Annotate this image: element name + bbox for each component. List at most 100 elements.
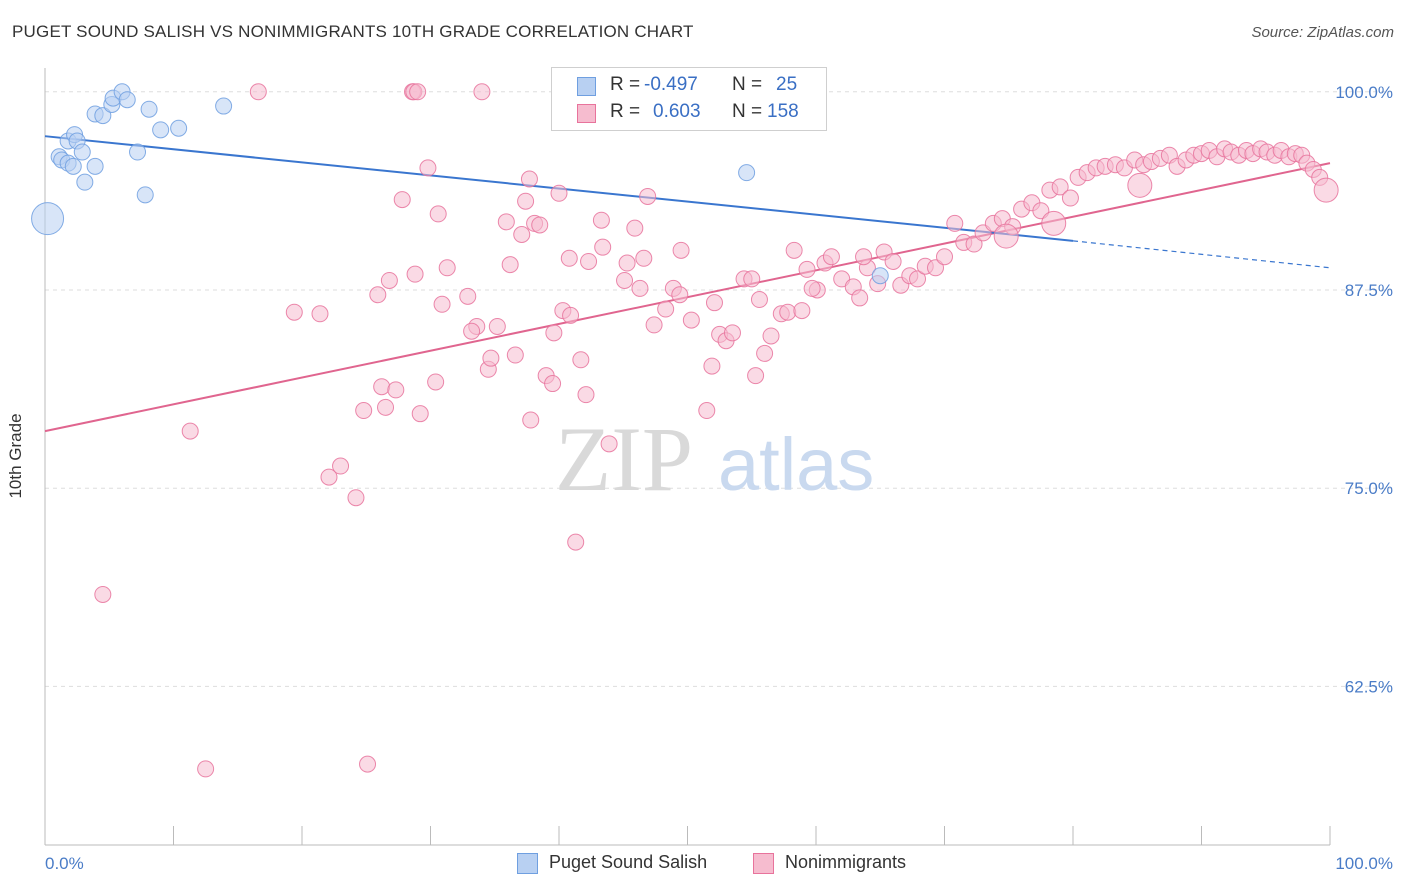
nonimmigrant-point	[517, 192, 535, 210]
nonimmigrant-point	[750, 291, 768, 309]
nonimmigrant-point	[513, 226, 531, 243]
chart-source: Source: ZipAtlas.com	[1251, 24, 1394, 41]
nonimmigrant-point	[626, 219, 644, 237]
legend-swatch-salish	[517, 853, 538, 874]
salish-point	[152, 121, 170, 139]
salish-point	[86, 157, 104, 175]
nonimmigrant-point	[1313, 177, 1339, 203]
nonimmigrant-point	[743, 270, 761, 288]
nonimmigrant-point	[497, 213, 515, 231]
nonimmigrant-point	[698, 402, 716, 420]
salish-point	[31, 202, 65, 236]
salish-point	[118, 91, 136, 109]
nonimmigrant-point	[355, 402, 373, 420]
r-label: R =	[610, 74, 641, 95]
nonimmigrant-point	[347, 489, 365, 507]
chart-title: PUGET SOUND SALISH VS NONIMMIGRANTS 10TH…	[12, 22, 694, 41]
nonimmigrant-point	[406, 265, 424, 283]
nonimmigrant-point	[463, 322, 481, 340]
nonimmigrants-swatch	[577, 104, 596, 123]
nonimmigrant-point	[332, 457, 350, 475]
nonimmigrant-point	[703, 357, 721, 375]
nonimmigrant-point	[393, 191, 411, 209]
nonimmigrant-point	[567, 533, 585, 551]
watermark: ZIP atlas	[555, 408, 874, 510]
nonimmigrant-point	[482, 349, 500, 367]
nonimmigrant-point	[657, 300, 675, 318]
salish-point	[215, 97, 233, 115]
nonimmigrant-point	[671, 286, 689, 304]
nonimmigrant-point	[359, 755, 377, 773]
nonimmigrant-point	[387, 381, 405, 399]
salish-point	[73, 143, 91, 161]
nonimmigrant-point	[756, 344, 774, 362]
nonimmigrant-point	[762, 327, 780, 345]
salish-trend-extension	[1072, 240, 1331, 269]
nonimmigrant-point	[522, 411, 540, 429]
nonimmigrant-point	[562, 306, 580, 324]
salish-point	[136, 186, 154, 204]
legend-label: Puget Sound Salish	[549, 852, 708, 872]
nonimmigrant-point	[747, 367, 765, 385]
nonimmigrant-point	[411, 405, 429, 423]
nonimmigrant-point	[580, 252, 598, 270]
nonimmigrant-point	[419, 159, 437, 177]
salish-point	[76, 173, 94, 191]
nonimmigrant-point	[545, 324, 563, 342]
nonimmigrant-point	[946, 214, 964, 232]
nonimmigrant-point	[993, 223, 1019, 249]
nonimmigrant-point	[506, 346, 524, 364]
n-value: 158	[767, 101, 799, 122]
r-label: R =	[610, 101, 641, 122]
nonimmigrant-point	[377, 398, 395, 416]
salish-point	[140, 100, 158, 118]
nonimmigrant-point	[803, 279, 821, 297]
nonimmigrant-point	[285, 303, 303, 321]
n-value: 25	[776, 74, 798, 95]
salish-point	[871, 267, 889, 285]
salish-point	[129, 143, 147, 161]
nonimmigrant-point	[639, 187, 657, 205]
nonimmigrant-point	[705, 294, 723, 312]
salish-point	[738, 164, 756, 182]
stats-box: R = -0.497 N = 25 R = 0.603 N = 158	[551, 67, 827, 131]
nonimmigrant-point	[544, 375, 562, 393]
nonimmigrant-point	[600, 435, 618, 453]
x-tick-label-min: 0.0%	[45, 854, 84, 873]
nonimmigrant-point	[550, 184, 568, 202]
nonimmigrant-point	[429, 205, 447, 223]
nonimmigrant-point	[488, 317, 506, 335]
n-label: N =	[732, 74, 763, 95]
nonimmigrant-point	[427, 373, 445, 391]
watermark-zip: ZIP	[555, 408, 693, 510]
nonimmigrant-point	[249, 83, 267, 101]
nonimmigrant-point	[1061, 189, 1079, 207]
y-tick-label: 75.0%	[1345, 479, 1393, 498]
nonimmigrant-point	[459, 287, 477, 305]
r-value: -0.497	[644, 74, 698, 95]
nonimmigrant-point	[965, 235, 983, 253]
nonimmigrant-point	[320, 468, 338, 486]
stats-row-nonimmigrants: R = 0.603 N = 158	[552, 101, 826, 127]
nonimmigrant-point	[1041, 210, 1067, 236]
r-value: 0.603	[653, 101, 701, 122]
nonimmigrant-point	[616, 271, 634, 289]
nonimmigrant-point	[373, 378, 391, 396]
nonimmigrant-point	[94, 585, 112, 603]
axes	[44, 68, 1331, 846]
nonimmigrant-point	[635, 249, 653, 267]
salish-point	[64, 157, 82, 175]
nonimmigrant-point	[798, 260, 816, 278]
nonimmigrant-point	[851, 289, 869, 307]
nonimmigrant-point	[779, 303, 797, 321]
salish-swatch	[577, 77, 596, 96]
nonimmigrant-point	[473, 83, 491, 101]
legend-swatch-nonimmigrants	[753, 853, 774, 874]
nonimmigrant-point	[501, 256, 519, 274]
nonimmigrant-point	[594, 238, 612, 256]
x-tick-label-max: 100.0%	[1335, 854, 1393, 873]
legend-label: Nonimmigrants	[785, 852, 907, 872]
nonimmigrant-point	[1051, 178, 1069, 196]
nonimmigrant-point	[855, 248, 873, 266]
nonimmigrant-point	[572, 351, 590, 369]
